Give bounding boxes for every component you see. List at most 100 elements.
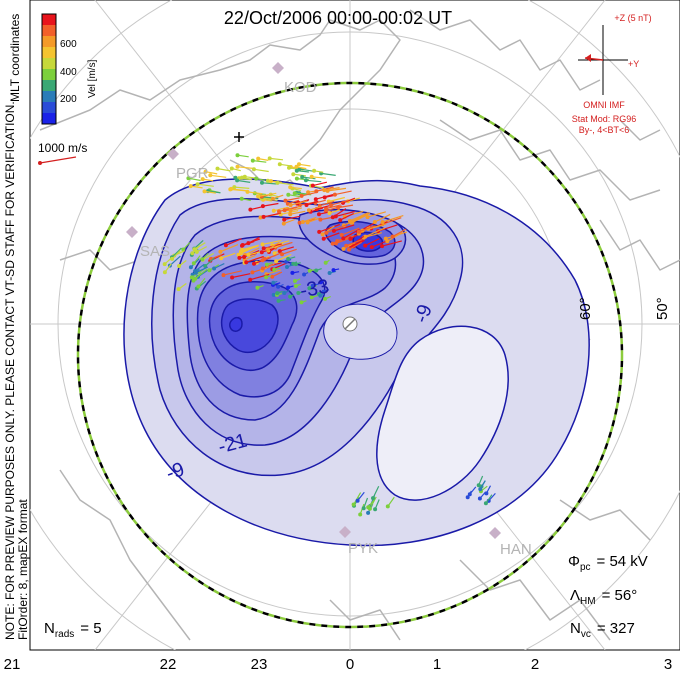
velocity-vector <box>262 202 279 207</box>
velocity-vector <box>381 240 402 247</box>
velocity-vector <box>237 154 249 158</box>
velocity-vector <box>330 199 349 206</box>
velocity-vector <box>277 283 284 288</box>
velocity-vector <box>205 171 218 175</box>
velocity-vector <box>266 262 273 266</box>
velocity-vector <box>220 244 239 253</box>
velocity-vector <box>298 163 311 167</box>
velocity-vector <box>285 197 300 202</box>
velocity-vector <box>284 290 290 294</box>
velocity-vector <box>277 182 294 186</box>
station-label-sas: SAS <box>140 243 170 260</box>
velocity-vector <box>274 267 280 271</box>
velocity-vector <box>195 266 208 274</box>
velocity-vector <box>310 207 324 213</box>
colorbar-segment <box>42 58 56 70</box>
station-label-han: HAN <box>500 541 532 558</box>
velocity-vector <box>217 168 231 172</box>
velocity-vector <box>312 181 328 187</box>
velocity-vector <box>178 260 187 267</box>
velocity-vector <box>261 182 279 185</box>
velocity-vector <box>385 231 408 240</box>
map-title: 22/Oct/2006 00:00-00:02 UT <box>224 8 452 28</box>
velocity-vector <box>171 250 181 260</box>
colorbar-label: Vel [m/s] <box>87 59 98 98</box>
fit-order-note: FitOrder: 8, mapEX format <box>16 499 30 640</box>
mlt-tick-22: 22 <box>160 656 177 673</box>
velocity-colorbar: 600 400 200 Vel [m/s] <box>41 13 98 125</box>
velocity-vector <box>478 475 484 486</box>
velocity-vector <box>221 252 236 259</box>
velocity-vector <box>367 498 376 508</box>
station-marker-kod <box>272 62 284 74</box>
velocity-vector <box>323 232 340 240</box>
velocity-vector <box>386 231 403 242</box>
velocity-vector <box>246 255 264 263</box>
reference-vector: 1000 m/s <box>38 141 87 165</box>
reference-vector-label: 1000 m/s <box>38 141 87 155</box>
velocity-vector <box>197 277 206 287</box>
velocity-vector <box>262 263 274 270</box>
colorbar-segment <box>42 36 56 48</box>
contour-label-inner: -33 <box>298 276 330 303</box>
velocity-vector <box>278 299 286 302</box>
colorbar-segment <box>42 102 56 114</box>
velocity-vector <box>296 166 307 170</box>
velocity-vector <box>287 256 296 260</box>
imf-model: Stat Mod: RG96 <box>572 114 637 124</box>
mlt-axis: 21 22 23 0 1 2 3 <box>4 656 673 673</box>
velocity-vector <box>266 269 282 275</box>
velocity-vector <box>202 178 214 182</box>
hm-latitude: ΛHM = 56° <box>570 587 637 607</box>
velocity-vector <box>250 273 270 281</box>
velocity-vector <box>258 158 269 161</box>
velocity-vector <box>372 486 380 499</box>
velocity-vector <box>305 179 322 183</box>
velocity-vector <box>252 160 267 163</box>
velocity-vector <box>367 211 386 218</box>
mlt-tick-23: 23 <box>251 656 268 673</box>
vector-count: Nvc = 327 <box>570 620 635 640</box>
velocity-vector <box>363 497 369 509</box>
mlt-tick-0: 0 <box>346 656 354 673</box>
velocity-vector <box>237 166 255 170</box>
velocity-vector <box>324 295 332 300</box>
velocity-vector <box>196 246 207 253</box>
velocity-vector <box>348 241 362 251</box>
velocity-vector <box>272 194 284 200</box>
coordinates-label: MLT coordinates <box>8 14 22 102</box>
velocity-vector <box>286 264 293 268</box>
velocity-vector <box>343 228 360 239</box>
station-marker-han <box>489 527 501 539</box>
velocity-vector <box>207 190 221 194</box>
velocity-vector <box>311 295 318 298</box>
velocity-vector <box>164 263 172 273</box>
potential-fill <box>123 178 590 547</box>
velocity-vector <box>301 300 307 303</box>
velocity-vector <box>292 271 300 274</box>
velocity-vector <box>353 492 362 505</box>
velocity-vector <box>190 185 203 189</box>
velocity-vector <box>327 187 347 192</box>
velocity-vector <box>479 480 486 490</box>
velocity-vector <box>298 290 306 294</box>
velocity-vector <box>223 270 242 276</box>
colorbar-tick-400: 400 <box>60 67 77 78</box>
colorbar-tick-200: 200 <box>60 94 77 105</box>
radar-count: Nrads = 5 <box>44 620 102 640</box>
colorbar-segment <box>42 80 56 92</box>
velocity-vector <box>279 246 294 252</box>
velocity-vector <box>303 271 309 276</box>
mlt-tick-21: 21 <box>4 656 21 673</box>
velocity-vector <box>284 215 300 221</box>
velocity-vector <box>320 293 325 297</box>
velocity-vector <box>302 216 317 223</box>
velocity-vector <box>231 188 248 192</box>
station-label-kod: KOD <box>284 79 317 96</box>
velocity-vector <box>231 167 241 172</box>
velocity-vector <box>334 190 352 196</box>
velocity-vector <box>241 198 251 202</box>
colorbar-segment <box>42 113 56 125</box>
velocity-vector <box>328 196 345 203</box>
